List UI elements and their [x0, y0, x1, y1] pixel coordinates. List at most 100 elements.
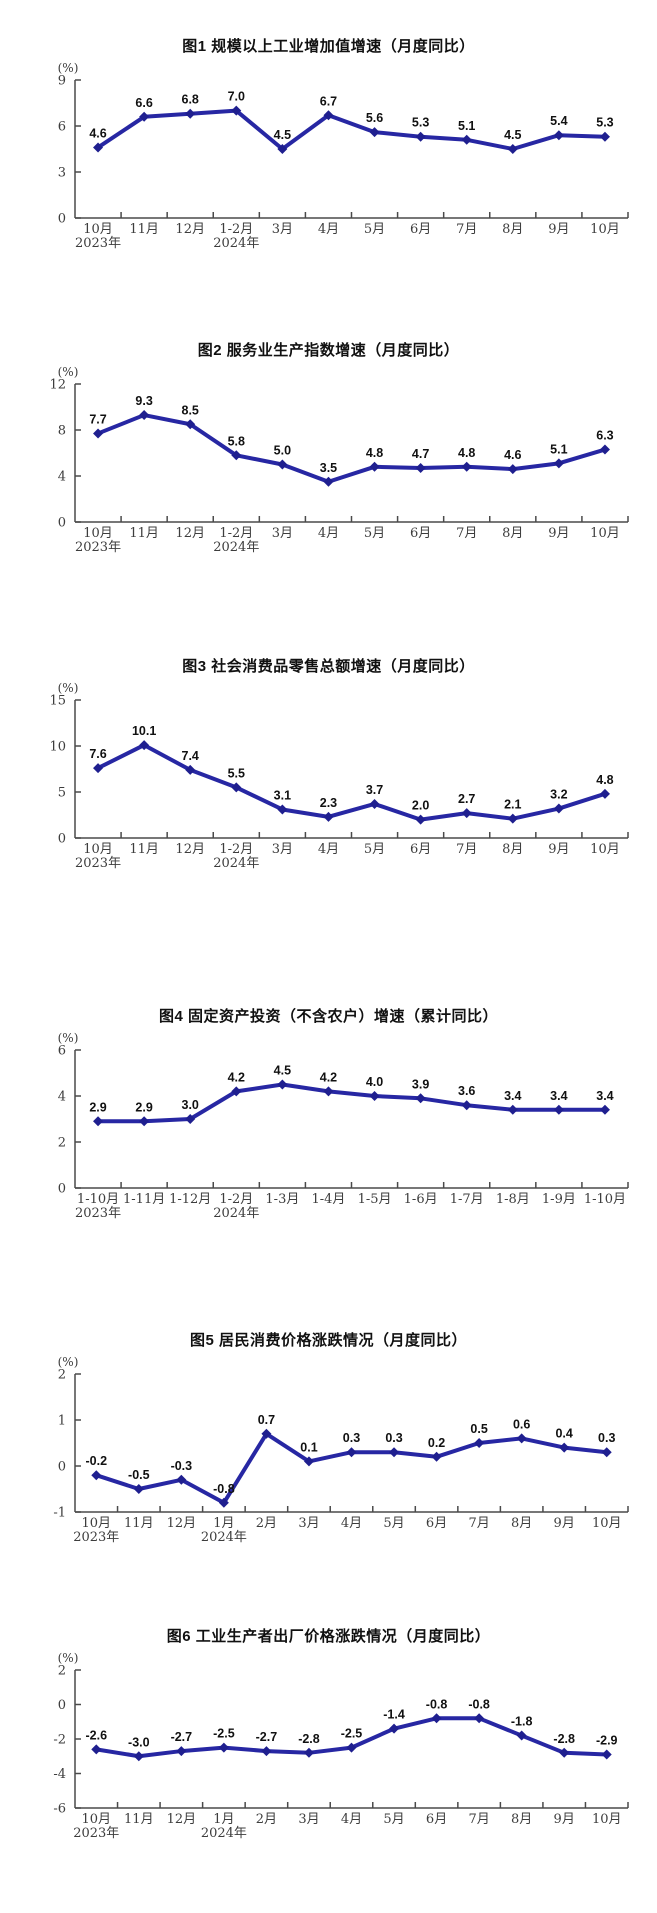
data-point-marker: [553, 458, 564, 469]
data-point-marker: [369, 127, 380, 138]
x-axis-month-label: 1-2月: [219, 842, 253, 857]
data-point-label: -2.9: [596, 1734, 618, 1748]
data-point-marker: [91, 1470, 102, 1481]
data-point-marker: [599, 1104, 610, 1115]
data-point-label: 6.3: [596, 429, 613, 443]
x-axis-month-label: 4月: [318, 526, 339, 541]
data-point-label: 3.5: [320, 461, 337, 475]
x-axis-month-label: 6月: [410, 526, 431, 541]
data-point-label: 0.5: [470, 1422, 487, 1436]
x-axis-month-label: 10月: [592, 1516, 622, 1531]
x-axis-month-label: 11月: [124, 1812, 154, 1827]
data-point-label: 0.1: [300, 1440, 317, 1454]
data-point-marker: [139, 1116, 150, 1127]
x-axis-month-label: 5月: [383, 1812, 404, 1827]
x-axis-month-label: 11月: [129, 842, 159, 857]
y-axis-tick-label: 0: [58, 1698, 66, 1713]
data-point-marker: [185, 419, 196, 430]
x-axis-month-label: 9月: [548, 526, 569, 541]
data-point-label: 7.4: [182, 749, 199, 763]
data-point-marker: [601, 1447, 612, 1458]
x-axis-month-label: 7月: [468, 1516, 489, 1531]
data-point-label: -2.5: [341, 1727, 363, 1741]
x-axis-month-label: 3月: [298, 1516, 319, 1531]
data-point-marker: [277, 459, 288, 470]
data-point-label: 7.7: [89, 412, 106, 426]
data-point-label: 4.2: [228, 1070, 245, 1084]
x-axis-month-label: 2月: [256, 1516, 277, 1531]
data-point-marker: [369, 798, 380, 809]
data-point-label: 3.4: [504, 1089, 521, 1103]
chart-fig6-title: 图6 工业生产者出厂价格涨跌情况（月度同比）: [166, 1628, 491, 1645]
y-axis-unit-label: (%): [58, 61, 79, 75]
x-axis-month-label: 1月: [213, 1516, 234, 1531]
y-axis-tick-label: 2: [58, 1368, 66, 1383]
x-axis-month-label: 9月: [554, 1516, 575, 1531]
data-point-label: 4.5: [504, 128, 521, 142]
x-axis-year-label: 2023年: [75, 1206, 121, 1221]
chart-fig2-title: 图2 服务业生产指数增速（月度同比）: [197, 342, 460, 359]
data-point-marker: [431, 1713, 442, 1724]
chart-fig4: 图4 固定资产投资（不含农户）增速（累计同比） (%) 0 2 4 6 1-10月 2023…: [0, 1006, 657, 1224]
data-point-marker: [277, 1079, 288, 1090]
data-point-marker: [461, 1100, 472, 1111]
x-axis-month-label: 4月: [341, 1812, 362, 1827]
data-point-label: 3.1: [274, 788, 291, 802]
data-point-label: 4.2: [320, 1070, 337, 1084]
data-point-marker: [507, 813, 518, 824]
x-axis-year-label: 2024年: [213, 236, 259, 251]
data-point-label: -2.8: [298, 1732, 320, 1746]
data-point-label: 4.8: [596, 773, 613, 787]
data-point-marker: [176, 1474, 187, 1485]
x-axis-year-label: 2024年: [213, 1206, 259, 1221]
x-axis-month-label: 1月: [213, 1812, 234, 1827]
data-point-label: 6.6: [135, 96, 152, 110]
data-point-marker: [133, 1751, 144, 1762]
data-point-label: 2.9: [89, 1100, 106, 1114]
data-point-marker: [303, 1747, 314, 1758]
x-axis-month-label: 1-11月: [123, 1192, 165, 1207]
x-axis-month-label: 10月: [590, 842, 620, 857]
y-axis-tick-label: 2: [58, 1136, 66, 1151]
chart-fig4-title: 图4 固定资产投资（不含农户）增速（累计同比）: [158, 1008, 498, 1025]
y-axis-tick-label: 6: [58, 1044, 66, 1059]
chart-fig5: 图5 居民消费价格涨跌情况（月度同比） (%) -1 0 1 2 10月 2023年 11月 1…: [0, 1330, 657, 1548]
x-axis-month-label: 11月: [129, 222, 159, 237]
x-axis-month-label: 12月: [175, 526, 205, 541]
data-point-label: 2.9: [135, 1100, 152, 1114]
data-point-label: 3.4: [596, 1089, 613, 1103]
data-point-label: 2.3: [320, 796, 337, 810]
x-axis-month-label: 4月: [341, 1516, 362, 1531]
x-axis-month-label: 5月: [364, 842, 385, 857]
data-point-marker: [231, 782, 242, 793]
x-axis-month-label: 11月: [129, 526, 159, 541]
data-point-marker: [415, 1093, 426, 1104]
data-point-label: -0.2: [85, 1454, 107, 1468]
data-point-label: -0.3: [171, 1459, 193, 1473]
data-point-label: 5.1: [550, 442, 567, 456]
data-point-label: -2.6: [85, 1728, 107, 1742]
x-axis-year-label: 2023年: [73, 1826, 119, 1841]
x-axis-month-label: 1-10月: [77, 1192, 119, 1207]
x-axis-month-label: 5月: [383, 1516, 404, 1531]
x-axis-month-label: 5月: [364, 526, 385, 541]
data-point-marker: [599, 444, 610, 455]
data-point-marker: [139, 111, 150, 122]
x-axis-month-label: 12月: [175, 842, 205, 857]
data-point-marker: [369, 1091, 380, 1101]
data-point-label: -0.8: [426, 1697, 448, 1711]
x-axis-month-label: 10月: [590, 222, 620, 237]
data-point-marker: [139, 410, 150, 421]
data-point-marker: [93, 1116, 104, 1127]
x-axis-month-label: 1-10月: [584, 1192, 626, 1207]
chart-fig3-title: 图3 社会消费品零售总额增速（月度同比）: [182, 658, 475, 675]
y-axis-unit-label: (%): [58, 1651, 79, 1665]
x-axis-month-label: 10月: [81, 1516, 111, 1531]
x-axis-month-label: 1-2月: [219, 222, 253, 237]
x-axis-month-label: 10月: [83, 222, 113, 237]
data-point-label: 4.0: [366, 1075, 383, 1089]
data-point-label: 10.1: [132, 724, 156, 738]
x-axis-month-label: 1-5月: [358, 1192, 392, 1207]
